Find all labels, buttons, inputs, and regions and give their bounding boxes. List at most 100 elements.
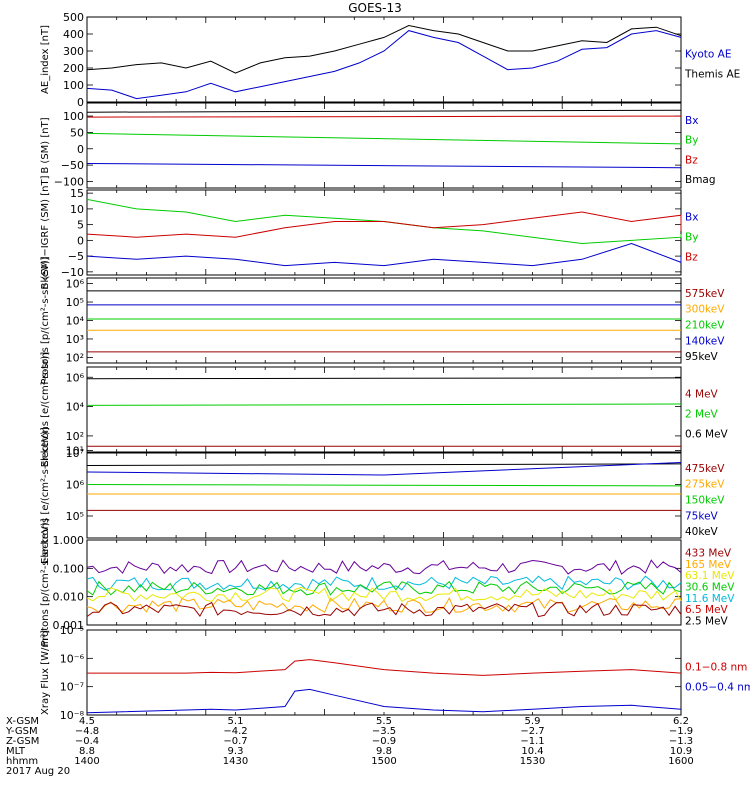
legend-entry: Bz bbox=[685, 154, 698, 166]
series-line-bmag bbox=[86, 109, 682, 113]
y-axis-label: B (SM) [nT] bbox=[40, 117, 51, 173]
y-tick-label: 100 bbox=[63, 110, 84, 123]
series-line-0-05-0-4-nm bbox=[86, 688, 682, 714]
legend-entry: Bz bbox=[685, 252, 698, 264]
ephemeris-value: 6.2 bbox=[673, 716, 689, 727]
ephemeris-row-label: Z-GSM bbox=[6, 736, 39, 747]
y-tick-label: 10⁷ bbox=[66, 447, 84, 460]
y-tick-label: 0.010 bbox=[53, 591, 85, 604]
ephemeris-value: −4.8 bbox=[75, 726, 99, 737]
legend-entry: Bx bbox=[685, 212, 698, 224]
y-tick-label: 10⁵ bbox=[66, 510, 84, 523]
legend-entry: Themis AE bbox=[684, 69, 740, 81]
ephemeris-value: 5.5 bbox=[376, 716, 392, 727]
ephemeris-value: −3.5 bbox=[372, 726, 396, 737]
y-axis-label: Xray Flux [W/m²] bbox=[40, 630, 51, 715]
series-line-165-mev bbox=[86, 596, 682, 613]
ephemeris-value: 9.8 bbox=[376, 746, 392, 757]
ephemeris-value: 9.3 bbox=[228, 746, 244, 757]
legend-entry: By bbox=[685, 232, 698, 244]
y-tick-label: 0 bbox=[77, 143, 84, 156]
ephemeris-value: −4.2 bbox=[223, 726, 247, 737]
legend-entry: 150keV bbox=[685, 495, 725, 507]
date-label: 2017 Aug 20 bbox=[6, 766, 70, 777]
legend-entry: Bmag bbox=[685, 174, 716, 186]
panel-frame bbox=[86, 366, 682, 453]
legend-entry: By bbox=[685, 135, 698, 147]
y-tick-label: 10⁻⁷ bbox=[60, 681, 84, 694]
ephemeris-value: −0.9 bbox=[372, 736, 396, 747]
legend-entry: 11.6 MeV bbox=[685, 593, 735, 605]
y-tick-label: 10⁵ bbox=[66, 296, 84, 309]
ephemeris-value: 4.5 bbox=[79, 716, 95, 727]
y-tick-label: −10 bbox=[61, 266, 84, 279]
series-line-2-mev bbox=[86, 403, 682, 406]
ephemeris-row-label: MLT bbox=[6, 746, 26, 757]
y-tick-label: −5 bbox=[68, 250, 84, 263]
series-line-433-mev bbox=[86, 601, 682, 618]
y-tick-label: 10⁴ bbox=[66, 401, 85, 414]
panel-frame bbox=[86, 629, 682, 716]
legend-entry: 275keV bbox=[685, 479, 725, 491]
legend-entry: 165 MeV bbox=[685, 559, 732, 571]
ephemeris-value: 10.4 bbox=[521, 746, 543, 757]
y-axis-label: Protons [p/(cm²-s-sr-keV)] bbox=[40, 256, 51, 384]
legend-entry: 63.1 MeV bbox=[685, 570, 735, 582]
ephemeris-value: 1530 bbox=[520, 756, 545, 767]
legend-entry: 2.5 MeV bbox=[685, 615, 729, 627]
legend-entry: 575keV bbox=[685, 288, 725, 300]
y-tick-label: 15 bbox=[70, 187, 84, 200]
series-line-150kev bbox=[86, 484, 682, 487]
y-tick-label: 200 bbox=[63, 62, 84, 75]
legend-entry: 0.05−0.4 nm bbox=[685, 682, 750, 694]
legend-entry: 95keV bbox=[685, 351, 719, 363]
series-line-30-6-mev bbox=[86, 580, 682, 596]
legend-entry: 433 MeV bbox=[685, 548, 732, 560]
legend-entry: 6.5 MeV bbox=[685, 604, 729, 616]
series-line-bx bbox=[86, 242, 682, 267]
ephemeris-value: −0.4 bbox=[75, 736, 99, 747]
legend-entry: 0.1−0.8 nm bbox=[685, 662, 747, 674]
series-line-bz bbox=[86, 211, 682, 238]
ephemeris-value: 10.9 bbox=[670, 746, 692, 757]
ephemeris-value: 1430 bbox=[223, 756, 248, 767]
ephemeris-value: −0.7 bbox=[223, 736, 247, 747]
y-tick-label: 10 bbox=[70, 203, 84, 216]
y-tick-label: 500 bbox=[63, 11, 84, 24]
legend-entry: 300keV bbox=[685, 304, 725, 316]
series-line-63-1-mev bbox=[86, 586, 682, 603]
ephemeris-value: −1.1 bbox=[520, 736, 544, 747]
y-tick-label: 400 bbox=[63, 28, 84, 41]
series-line-bx bbox=[86, 163, 682, 169]
legend-entry: 140keV bbox=[685, 335, 725, 347]
series-line-0-1-0-8-nm bbox=[87, 659, 682, 676]
series-line-by bbox=[86, 132, 682, 145]
y-axis-label: AE_index [nT] bbox=[40, 25, 51, 94]
y-tick-label: 10⁶ bbox=[66, 371, 85, 384]
series-line-2-5-mev bbox=[86, 559, 682, 575]
series-line-11-6-mev bbox=[86, 575, 682, 591]
series-line-0-6-mev bbox=[86, 377, 682, 380]
y-tick-label: 0.100 bbox=[53, 562, 85, 575]
y-tick-label: 100 bbox=[63, 79, 84, 92]
y-tick-label: 50 bbox=[70, 126, 84, 139]
legend-entry: 75keV bbox=[685, 510, 719, 522]
legend-entry: 210keV bbox=[685, 320, 725, 332]
y-tick-label: 10⁶ bbox=[66, 478, 85, 491]
ephemeris-value: −1.3 bbox=[669, 736, 693, 747]
legend-entry: Bx bbox=[685, 115, 698, 127]
y-axis-label: B (SM)−IGRF (SM) [nT] bbox=[40, 175, 51, 289]
y-tick-label: 10⁻⁸ bbox=[60, 709, 85, 722]
y-axis-label: Electrons [e/(cm²-s-sr)] bbox=[40, 352, 51, 468]
series-line-themis-ae bbox=[86, 24, 682, 74]
y-axis-label: Electrons [e/(cm²-s-sr-keV)] bbox=[40, 427, 51, 564]
ephemeris-value: −1.9 bbox=[669, 726, 693, 737]
y-axis-label: Protons [p/(cm²-s-sr-keV)] bbox=[40, 518, 51, 646]
series-line-75kev bbox=[86, 462, 682, 476]
ephemeris-row-label: Y-GSM bbox=[5, 726, 38, 737]
y-tick-label: 0 bbox=[77, 96, 84, 109]
series-line-kyoto-ae bbox=[86, 30, 682, 100]
ephemeris-value: 1400 bbox=[74, 756, 99, 767]
ephemeris-value: 5.9 bbox=[525, 716, 541, 727]
